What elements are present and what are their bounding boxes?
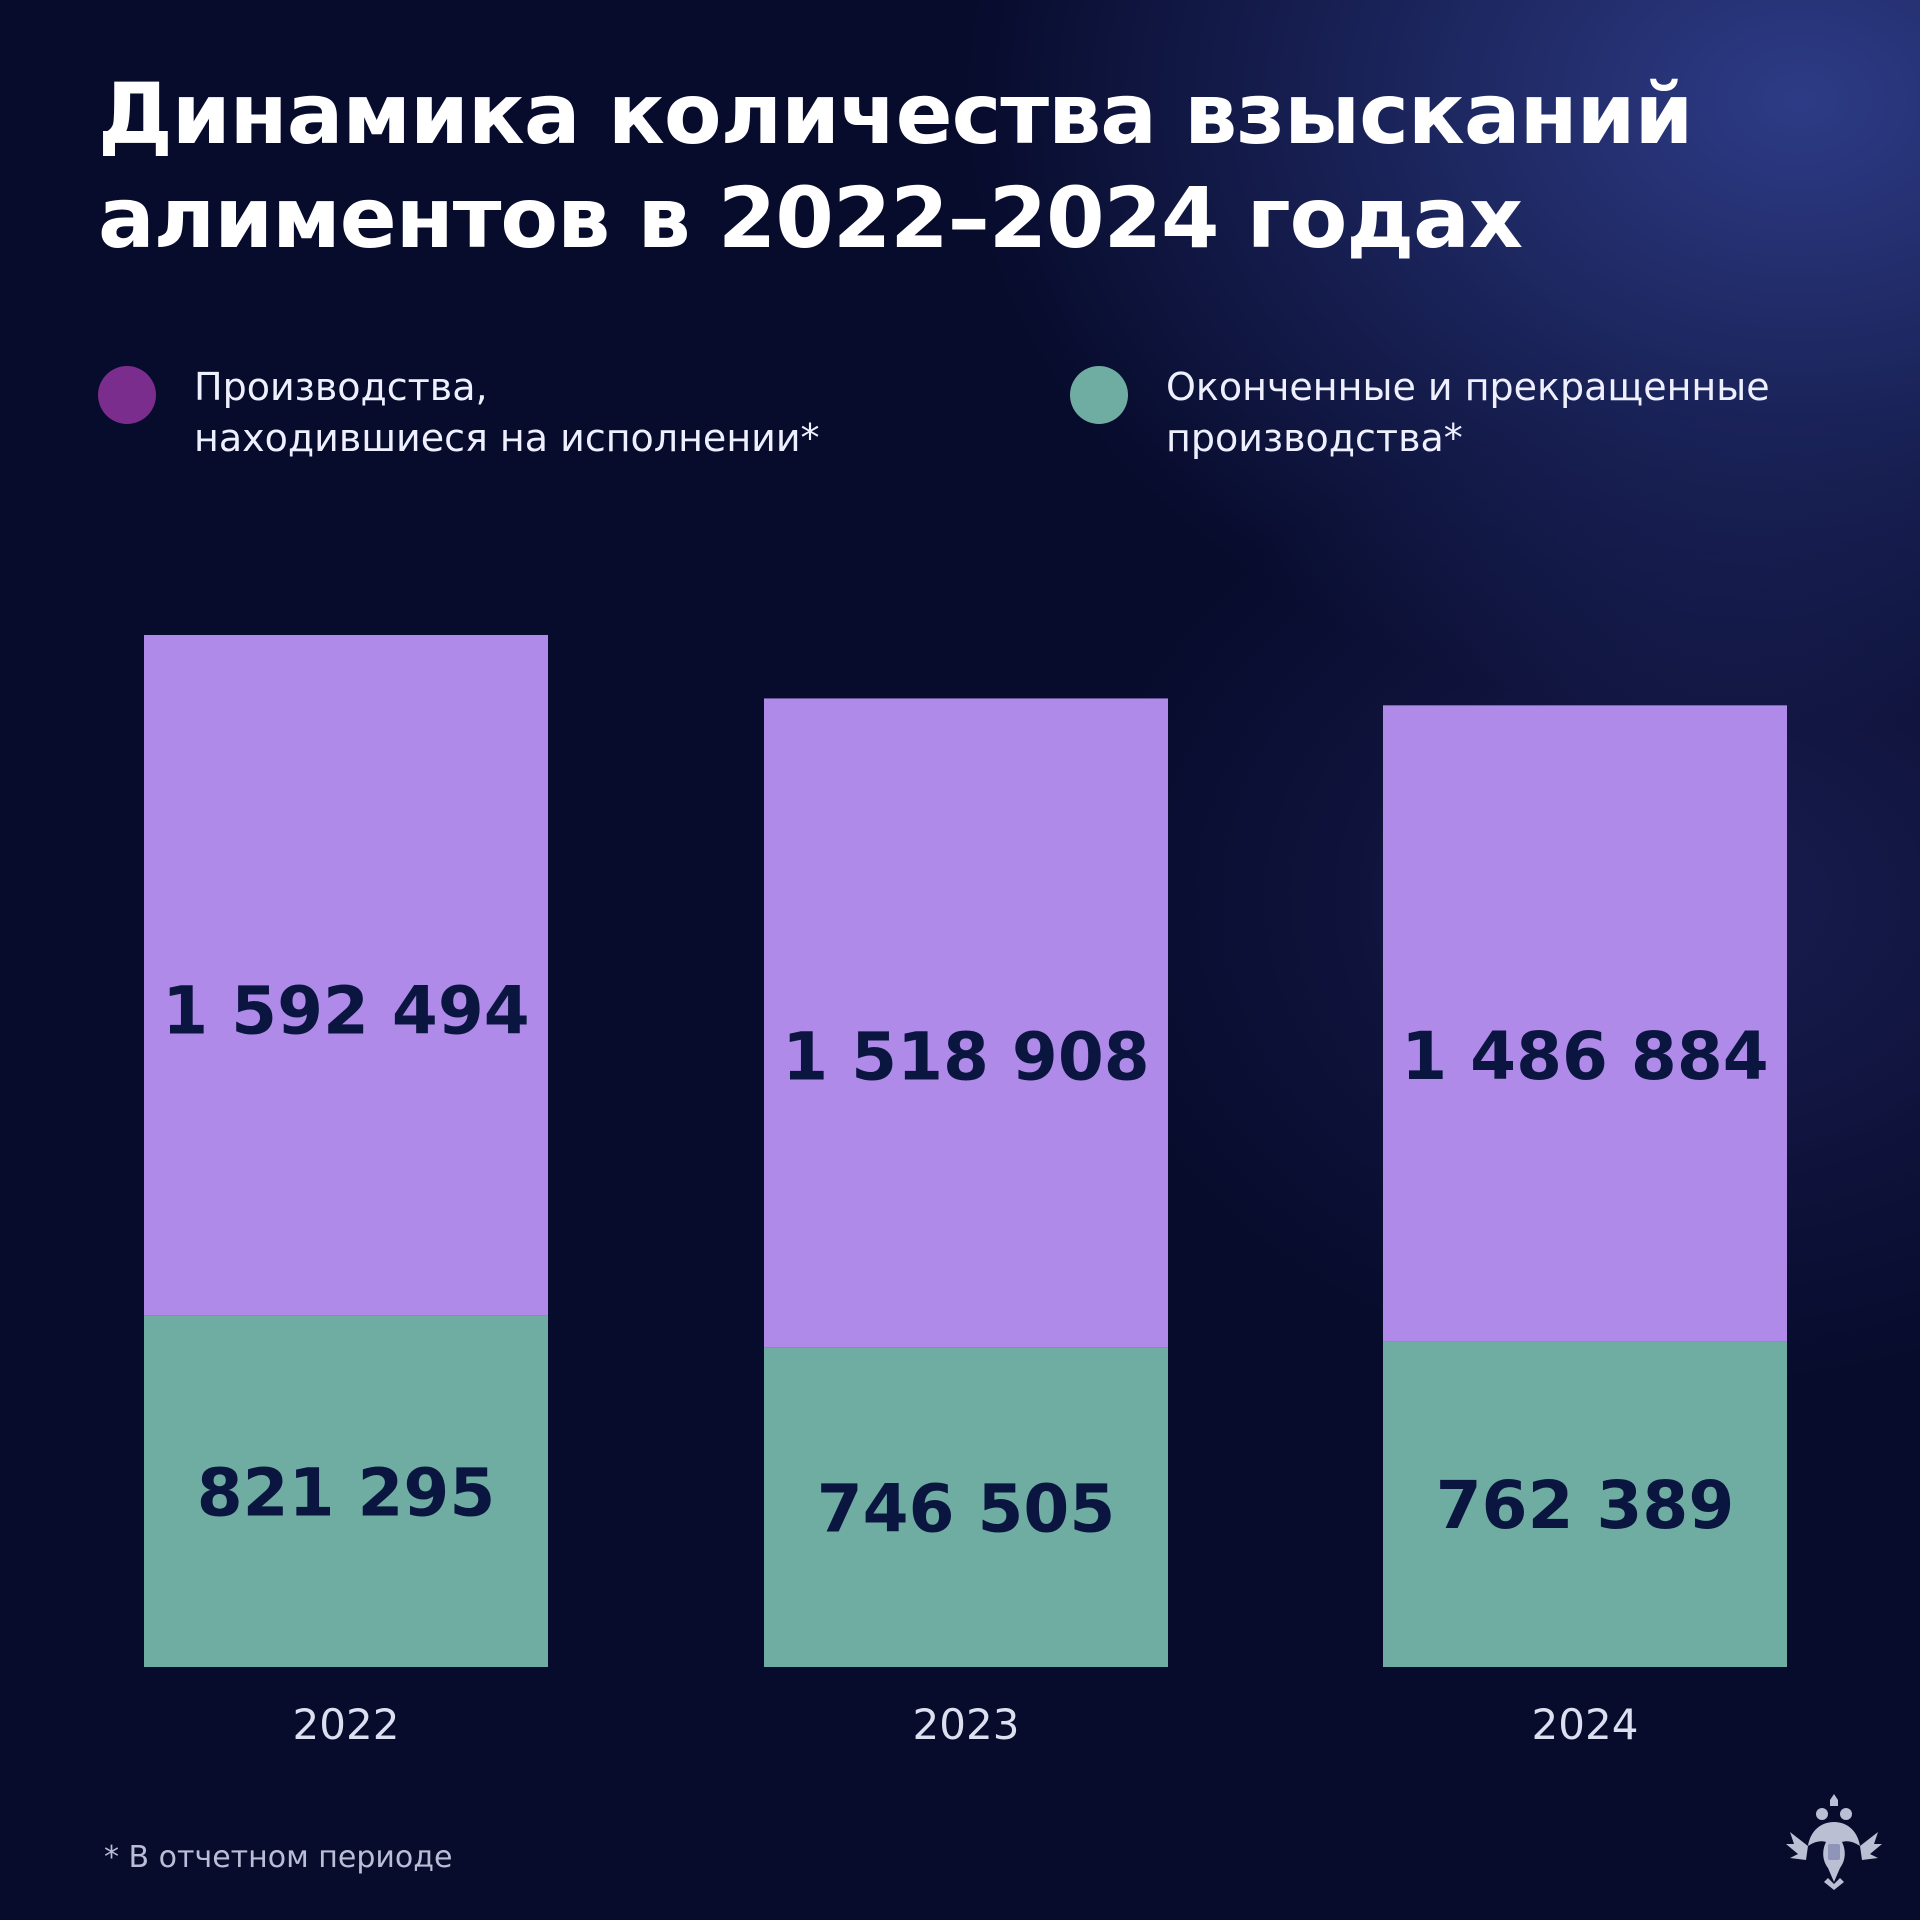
legend-label-completed: Оконченные и прекращенные производства*	[1166, 362, 1886, 464]
bar-in-progress-2023	[764, 698, 1168, 1348]
legend-item-completed: Оконченные и прекращенные производства*	[1070, 362, 1886, 464]
bar-completed-2022	[144, 1315, 548, 1667]
legend-label-in-progress: Производства, находившиеся на исполнении…	[194, 362, 914, 464]
x-tick-label-2024: 2024	[1532, 1700, 1639, 1749]
legend-label-completed-line-1: Оконченные и прекращенные	[1166, 365, 1770, 409]
legend-label-completed-line-2: производства*	[1166, 416, 1463, 460]
chart-title-line-2: алиментов в 2022–2024 годах	[98, 169, 1523, 267]
data-label-completed-2023: 746 505	[817, 1470, 1116, 1547]
chart-title: Динамика количества взысканий алиментов …	[98, 62, 1698, 270]
x-tick-label-2022: 2022	[293, 1700, 400, 1749]
data-label-completed-2024: 762 389	[1436, 1467, 1735, 1544]
chart-title-line-1: Динамика количества взысканий	[98, 65, 1693, 163]
legend-swatch-completed	[1070, 366, 1128, 424]
bar-in-progress-2022	[144, 635, 548, 1316]
legend-item-in-progress: Производства, находившиеся на исполнении…	[98, 362, 914, 464]
data-label-completed-2022: 821 295	[197, 1454, 496, 1531]
double-headed-eagle-emblem-icon	[1786, 1794, 1882, 1890]
bar-completed-2024	[1383, 1341, 1787, 1667]
legend-label-in-progress-line-2: находившиеся на исполнении*	[194, 416, 820, 460]
legend-swatch-in-progress	[98, 366, 156, 424]
data-label-in-progress-2023: 1 518 908	[782, 1019, 1149, 1096]
data-label-in-progress-2024: 1 486 884	[1401, 1018, 1768, 1095]
bar-completed-2023	[764, 1347, 1168, 1667]
legend-label-in-progress-line-1: Производства,	[194, 365, 488, 409]
bar-in-progress-2024	[1383, 705, 1787, 1342]
footnote: * В отчетном периоде	[104, 1840, 453, 1875]
x-tick-label-2023: 2023	[913, 1700, 1020, 1749]
data-label-in-progress-2022: 1 592 494	[162, 972, 529, 1049]
